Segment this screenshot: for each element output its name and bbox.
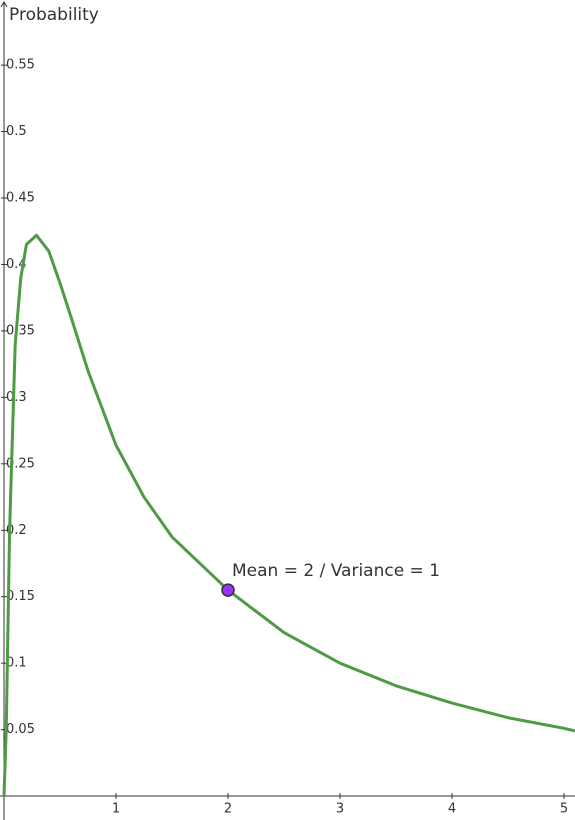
point-label: Mean = 2 / Variance = 1 [232,561,440,581]
y-tick-label: 0.55 [6,58,35,73]
x-tick-label: 4 [448,802,456,817]
y-axis-label: Probability [9,5,99,25]
y-tick-label: 0.5 [6,124,27,139]
y-tick-label: 0.35 [6,323,35,338]
y-tick-label: 0.45 [6,191,35,206]
x-tick-label: 1 [112,802,120,817]
y-tick-label: 0.05 [6,722,35,737]
y-axis-arrow [0,1,8,8]
y-tick-label: 0.3 [6,390,27,405]
point [221,583,235,597]
y-tick-label: 0.1 [6,656,27,671]
y-tick-label: 0.25 [6,456,35,471]
x-tick-label: 2 [224,802,232,817]
y-tick-label: 0.15 [6,589,35,604]
x-tick-label: 5 [560,802,568,817]
x-tick-label: 3 [336,802,344,817]
curve [2,233,575,797]
